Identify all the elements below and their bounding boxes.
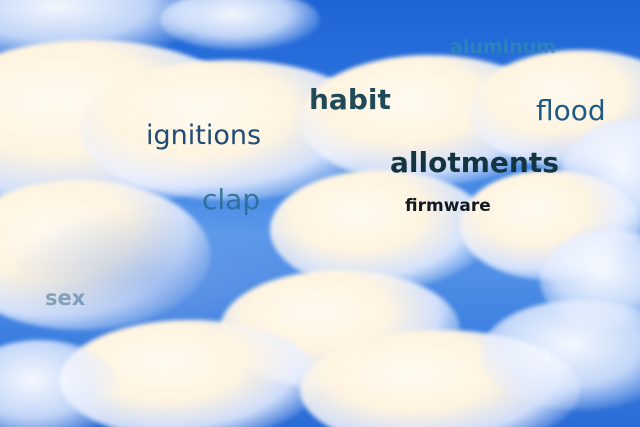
cloud [160,0,320,50]
word-sex: sex [45,286,86,310]
word-allotments: allotments [390,146,559,179]
word-firmware: firmware [405,196,491,216]
cloud [480,300,640,410]
word-flood: flood [536,94,606,127]
word-habit: habit [309,83,391,116]
word-aluminum: aluminum [450,36,557,58]
word-ignitions: ignitions [146,120,262,151]
word-clap: clap [202,183,261,216]
